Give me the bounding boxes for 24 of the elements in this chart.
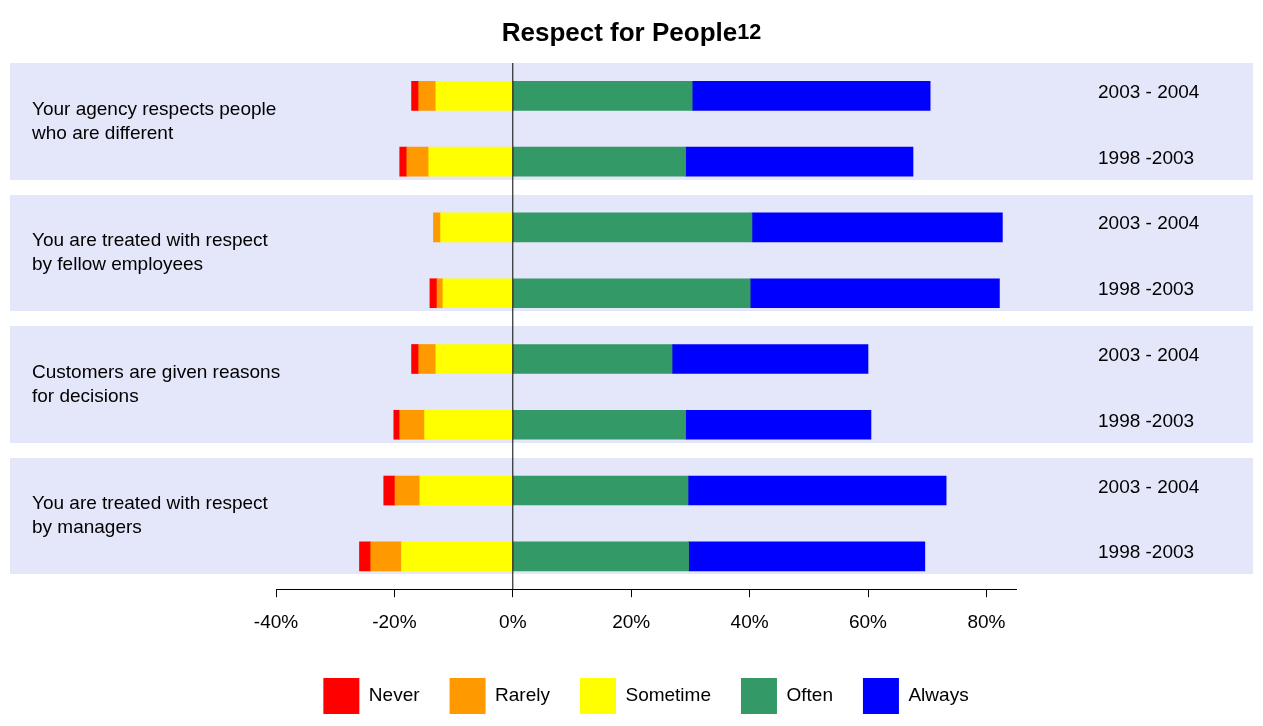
x-tick-label: 80% xyxy=(967,610,1006,632)
x-tick-label: 60% xyxy=(848,610,888,632)
legend-label: Often xyxy=(786,684,833,706)
y-tick-label: 1998 -2003 xyxy=(1098,278,1195,301)
y-tick-label: 1998 -2003 xyxy=(1098,409,1195,432)
y-tick-label: 2003 - 2004 xyxy=(1098,80,1200,103)
x-tick-label: 0% xyxy=(499,610,527,632)
text: You are treated with respect by fellow employees xyxy=(32,228,269,277)
annotation: Customers are given reasons for decisions xyxy=(32,359,282,408)
y-tick-label: 1998 -2003 xyxy=(1098,541,1195,564)
legend-label: Always xyxy=(908,684,969,706)
y-tick-label: 2003 - 2004 xyxy=(1098,343,1200,366)
annotation: Your agency respects people who are different xyxy=(32,96,278,145)
x-tick-label: -20% xyxy=(372,610,417,632)
text: You are treated with respect by managers xyxy=(32,491,269,540)
y-tick-label: 2003 - 2004 xyxy=(1098,212,1200,235)
legend-label: Sometime xyxy=(625,684,711,706)
x-tick-label: 40% xyxy=(730,610,769,632)
x-tick-label: 20% xyxy=(612,610,651,632)
legend-label: Rarely xyxy=(495,684,551,706)
x-tick-label: -40% xyxy=(253,610,299,632)
y-tick-label: 2003 - 2004 xyxy=(1098,475,1200,498)
y-tick-label: 1998 -2003 xyxy=(1098,146,1195,169)
legend-label: Never xyxy=(368,684,421,706)
